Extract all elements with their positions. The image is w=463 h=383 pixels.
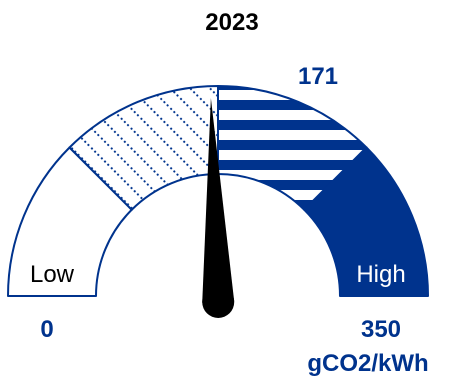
band-label-low: Low <box>30 261 75 288</box>
gauge-min-label: 0 <box>40 316 53 343</box>
band-label-high: High <box>356 261 405 288</box>
gauge-needle-hub <box>202 285 235 318</box>
gauge-value-label: 171 <box>298 63 338 90</box>
gauge-bands <box>7 85 429 297</box>
gauge-max-label: 350 <box>361 316 401 343</box>
gauge-band-3 <box>303 146 429 297</box>
chart-title: 2023 <box>205 9 258 36</box>
gauge-unit-label: gCO2/kWh <box>307 350 428 377</box>
gauge-needle <box>202 98 235 303</box>
